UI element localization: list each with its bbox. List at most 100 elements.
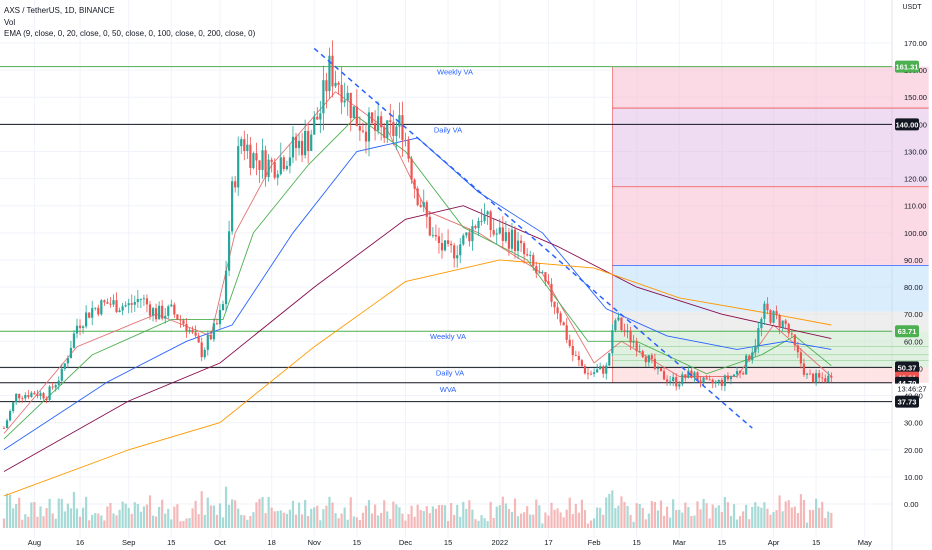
currency-label[interactable]: USDT <box>902 4 922 11</box>
volume-bar <box>535 499 538 528</box>
volume-bar <box>440 505 444 528</box>
ema-line <box>3 259 832 497</box>
candle-body <box>51 386 54 388</box>
candle-body <box>784 320 787 324</box>
volume-bar <box>373 504 377 528</box>
vol-label: Vol <box>4 18 16 27</box>
volume-bar <box>589 520 593 528</box>
candle-body <box>437 236 441 243</box>
volume-bar <box>279 510 282 528</box>
candle-body <box>94 307 97 309</box>
candle-body <box>112 300 115 305</box>
candle-body <box>297 140 301 149</box>
candle-body <box>772 311 775 323</box>
candle-body <box>754 345 757 353</box>
volume-bar <box>57 498 60 528</box>
candle-body <box>252 153 255 168</box>
volume-bar <box>291 500 295 528</box>
candle-body <box>367 112 371 142</box>
volume-bar <box>678 509 681 528</box>
candle-body <box>702 377 705 383</box>
candle-body <box>513 229 517 252</box>
volume-bar <box>672 499 675 528</box>
candle-body <box>678 384 681 387</box>
candle-body <box>644 357 647 363</box>
candle-body <box>486 211 489 215</box>
volume-bar <box>538 505 541 528</box>
candle-body <box>261 150 264 170</box>
volume-bar <box>513 498 517 528</box>
candle-body <box>477 220 480 229</box>
candle-body <box>173 304 176 315</box>
candle-body <box>88 312 91 318</box>
volume-bar <box>85 496 88 528</box>
candle-body <box>270 159 273 163</box>
volume-bar <box>300 514 304 528</box>
volume-bar <box>592 518 596 528</box>
candle-body <box>267 159 270 178</box>
candle-body <box>830 375 833 378</box>
candle-body <box>459 244 462 256</box>
candle-body <box>161 305 164 319</box>
volume-bar <box>227 504 231 528</box>
volume-bar <box>361 512 365 528</box>
candle-body <box>665 379 669 382</box>
candle-body <box>264 150 267 178</box>
level-annotation: WVA <box>440 385 457 394</box>
volume-bar <box>754 502 757 528</box>
level-annotations: Weekly VA Daily VA Weekly VA Daily VA WVA <box>430 68 473 394</box>
candle-body <box>133 302 136 305</box>
volume-bar <box>164 513 167 528</box>
candle-body <box>669 380 672 382</box>
volume-bar <box>66 503 69 528</box>
candle-body <box>273 162 276 178</box>
volume-bar <box>757 506 760 528</box>
volume-bar <box>523 512 526 528</box>
volume-bar <box>519 513 523 528</box>
candle-body <box>188 329 191 332</box>
candle-body <box>562 322 565 326</box>
candle-body <box>821 377 824 379</box>
volume-bar <box>410 505 413 528</box>
x-tick-label: 15 <box>353 538 361 547</box>
candle-body <box>2 428 6 429</box>
volume-bar <box>389 518 392 528</box>
candle-body <box>614 320 617 331</box>
volume-bar <box>136 504 139 528</box>
candle-body <box>136 299 139 303</box>
candle-body <box>501 227 504 241</box>
volume-bar <box>699 509 702 528</box>
candle-body <box>151 308 155 316</box>
volume-bar <box>30 502 33 528</box>
candle-body <box>355 106 358 127</box>
volume-bar <box>313 507 316 528</box>
volume-bar <box>340 513 343 528</box>
volume-bar <box>626 505 629 528</box>
candle-body <box>580 360 584 366</box>
volume-bar <box>197 514 200 528</box>
volume-bar <box>456 504 459 528</box>
level-annotation: Daily VA <box>436 368 464 377</box>
x-tick-label: 15 <box>718 538 726 547</box>
volume-bar <box>687 506 690 528</box>
x-tick-label: Feb <box>588 538 601 547</box>
candle-body <box>386 120 389 138</box>
volume-bar <box>54 518 57 528</box>
volume-bar <box>24 514 27 528</box>
candle-body <box>158 305 161 320</box>
candle-body <box>675 377 678 387</box>
y-tick-label: 110.00 <box>904 202 926 211</box>
volume-bar <box>708 518 711 528</box>
candle-body <box>249 144 252 168</box>
candle-body <box>15 393 18 403</box>
candle-body <box>27 394 30 397</box>
volume-bar <box>209 505 212 528</box>
volume-bar <box>510 511 514 528</box>
candle-body <box>148 304 152 316</box>
volume-bar <box>343 507 346 528</box>
candle-body <box>659 368 663 372</box>
volume-bar <box>161 499 164 528</box>
volume-bar <box>224 486 228 528</box>
volume-bar <box>328 496 331 528</box>
